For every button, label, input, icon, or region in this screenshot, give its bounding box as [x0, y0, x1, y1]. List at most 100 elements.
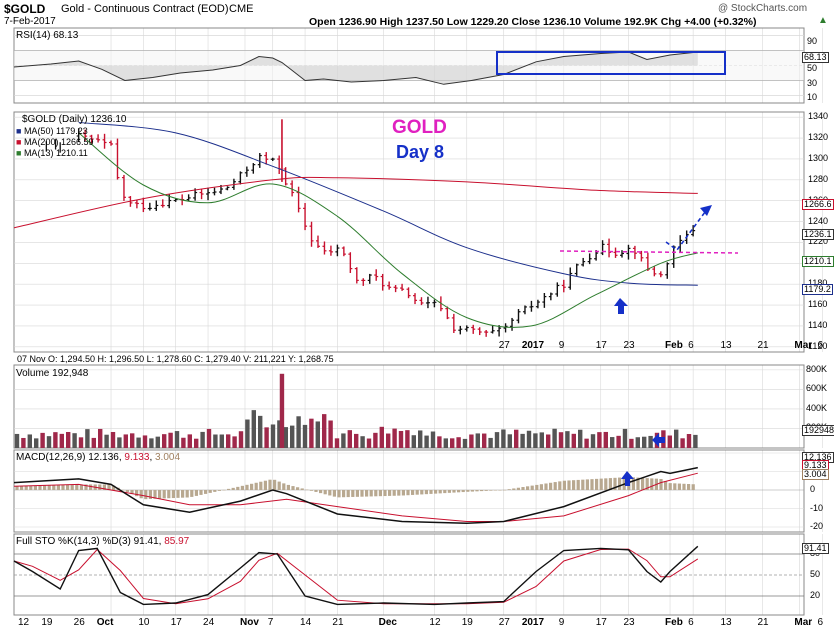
volume-bar	[232, 436, 237, 448]
ma13-legend: ■ MA(13) 1210.11	[16, 149, 88, 158]
macd-histogram-bar	[291, 486, 295, 490]
price-tick-label: 1240	[808, 215, 829, 226]
macd-histogram-bar	[70, 484, 74, 490]
macd-histogram-bar	[135, 490, 139, 497]
macd-histogram-bar	[84, 484, 88, 490]
macd-histogram-bar	[139, 490, 143, 499]
ma13-legend-text: MA(13) 1210.11	[23, 148, 88, 158]
ma200-badge: 1266.6	[802, 199, 834, 210]
exchange: CME	[229, 3, 254, 15]
volume-bar	[72, 433, 77, 448]
macd-histogram-bar	[530, 485, 534, 490]
volume-bar	[398, 430, 404, 448]
rsi-tick-label: 90	[807, 36, 818, 46]
macd-histogram-bar	[641, 477, 645, 490]
volume-bar	[546, 434, 551, 448]
macd-histogram-bar	[89, 484, 93, 490]
quote-up-arrow: ▲	[818, 15, 828, 26]
bottom-x-label: 7	[267, 617, 274, 628]
volume-bar	[501, 429, 506, 448]
macd-histogram-bar	[296, 487, 300, 490]
macd-histogram-bar	[346, 490, 350, 498]
macd-histogram-bar	[434, 490, 438, 494]
macd-tick-label: 0	[810, 484, 816, 494]
macd-histogram-bar	[411, 490, 415, 495]
volume-bar	[328, 420, 333, 448]
volume-bar	[104, 434, 109, 448]
volume-value-badge: 192948	[802, 425, 834, 436]
macd-histogram-bar	[171, 490, 175, 499]
volume-bar	[302, 424, 308, 448]
macd-histogram-bar	[167, 490, 171, 499]
volume-bar	[258, 415, 263, 448]
volume-bar	[571, 433, 576, 448]
price-legend-title: $GOLD (Daily) 1236.10	[22, 114, 127, 125]
volume-bar	[603, 431, 608, 448]
volume-bar	[597, 432, 602, 448]
macd-histogram-bar	[217, 490, 221, 491]
volume-bar	[181, 437, 186, 448]
macd-histogram-bar	[645, 478, 649, 490]
macd-histogram-bar	[328, 490, 332, 496]
macd-histogram-bar	[544, 483, 548, 490]
macd-histogram-bar	[549, 482, 553, 490]
bottom-x-label: Dec	[378, 617, 397, 628]
sto-legend: Full STO %K(14,3) %D(3) 91.41, 85.97	[16, 536, 190, 547]
bottom-x-label: 9	[558, 617, 565, 628]
bottom-x-label: 24	[203, 617, 215, 628]
volume-tick-label: 800K	[806, 363, 828, 374]
macd-histogram-bar	[512, 488, 516, 490]
macd-histogram-bar	[424, 490, 428, 495]
volume-legend: Volume 192,948	[16, 368, 89, 379]
quote-summary: Open 1236.90 High 1237.50 Low 1229.20 Cl…	[309, 16, 757, 28]
macd-histogram-bar	[56, 485, 60, 490]
macd-histogram-bar	[240, 485, 244, 490]
price-tick-label: 1220	[808, 236, 829, 247]
volume-bar	[450, 438, 455, 448]
volume-bar	[386, 433, 391, 448]
volume-bar	[360, 436, 365, 448]
volume-arrow-marker	[652, 433, 665, 447]
volume-bar	[40, 432, 45, 448]
volume-bar	[622, 428, 628, 448]
macd-histogram-bar	[365, 490, 369, 497]
macd-histogram-bar	[351, 490, 355, 497]
macd-histogram-bar	[194, 490, 198, 496]
volume-bar	[130, 433, 135, 448]
volume-bar	[533, 433, 538, 448]
volume-bar	[264, 427, 269, 448]
macd-histogram-bar	[415, 490, 419, 495]
volume-bar	[552, 428, 557, 448]
price-x-label: 17	[595, 340, 607, 351]
volume-bar	[206, 428, 212, 448]
volume-bar	[616, 435, 621, 448]
macd-histogram-bar	[480, 490, 484, 492]
macd-histogram-bar	[687, 484, 691, 490]
price-x-label: 9	[558, 340, 565, 351]
volume-bar	[418, 430, 423, 448]
volume-bar	[226, 434, 231, 448]
macd-histogram-bar	[222, 489, 226, 491]
macd-histogram-bar	[576, 479, 580, 490]
volume-bar	[366, 438, 372, 448]
ma50-line	[78, 121, 698, 286]
macd-histogram-bar	[493, 490, 497, 491]
ma13-badge: 1210.1	[802, 256, 834, 267]
volume-bar	[27, 434, 32, 448]
volume-bar	[443, 438, 448, 448]
macd-histogram-bar	[319, 490, 323, 494]
macd-value-3: 3.004	[155, 452, 181, 463]
rsi-tick-label: 10	[807, 92, 818, 102]
volume-bar	[590, 434, 596, 448]
macd-histogram-bar	[360, 490, 364, 497]
macd-histogram-bar	[245, 484, 249, 490]
macd-histogram-bar	[498, 490, 502, 491]
macd-histogram-bar	[107, 484, 111, 490]
volume-bar	[610, 437, 615, 448]
ma13-swatch: ■	[16, 148, 24, 158]
ma13-line	[78, 132, 698, 328]
macd-histogram-bar	[24, 485, 28, 490]
macd-histogram-bar	[682, 483, 686, 490]
macd-histogram-bar	[43, 485, 47, 490]
price-x-label: 27	[498, 340, 510, 351]
